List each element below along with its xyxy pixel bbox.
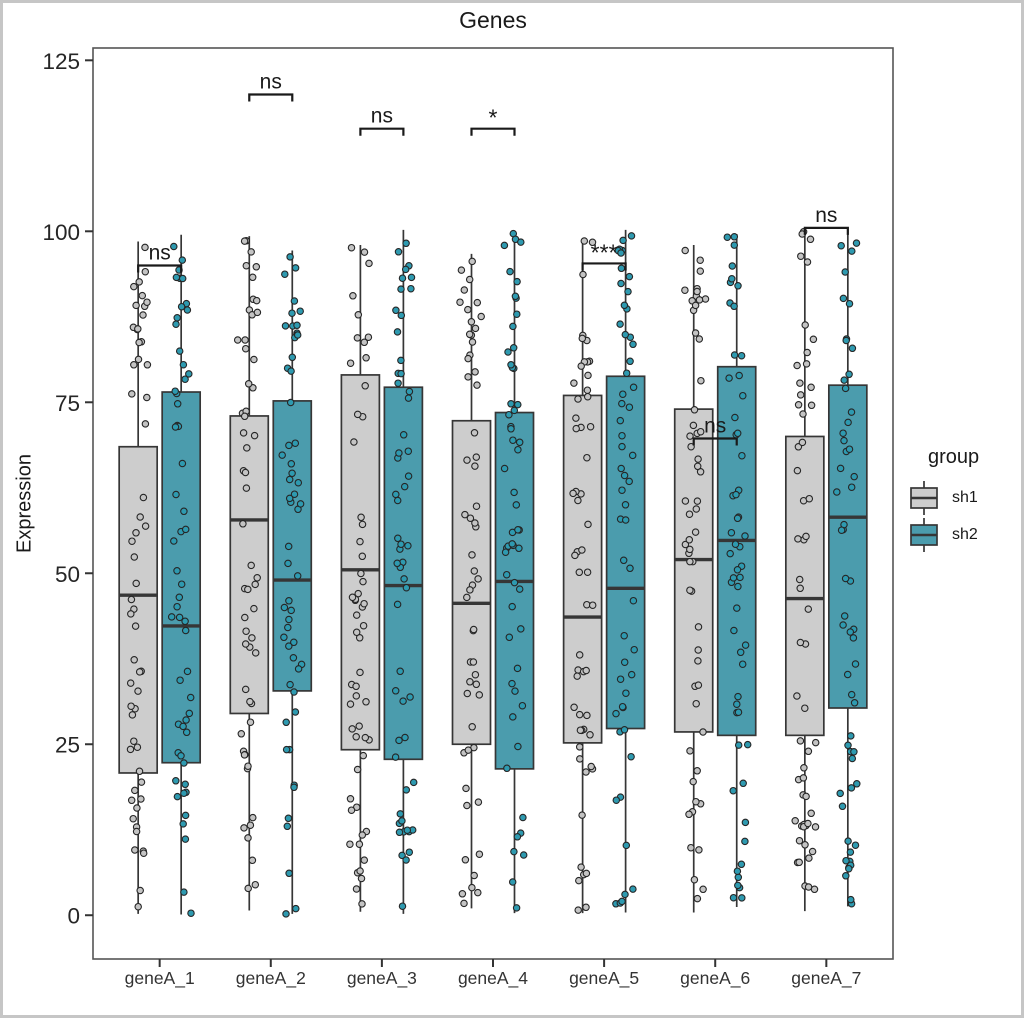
x-tick-label: geneA_4 bbox=[458, 968, 528, 989]
y-tick-label: 125 bbox=[42, 49, 80, 74]
jitter-points-geneA_6-sh2 bbox=[723, 233, 752, 902]
panel-border bbox=[92, 47, 894, 960]
boxplot-key-icon bbox=[910, 480, 938, 515]
jitter-points-geneA_7-sh2 bbox=[833, 239, 861, 908]
jitter-points-geneA_1-sh1 bbox=[126, 243, 152, 911]
significance-geneA_2: ns bbox=[248, 71, 294, 102]
significance-label: ns bbox=[260, 71, 282, 94]
boxplot-geneA_7-sh1 bbox=[784, 228, 825, 912]
x-tick-label: geneA_5 bbox=[569, 968, 639, 989]
legend-item-sh2: sh2 bbox=[908, 516, 1021, 553]
boxplot-geneA_3-sh1 bbox=[340, 243, 381, 912]
boxplot-key-icon bbox=[910, 517, 938, 552]
boxplot-geneA_6-sh1 bbox=[673, 244, 714, 913]
y-axis: 0 25 50 75 100 125 bbox=[42, 49, 93, 929]
jitter-points-geneA_6-sh1 bbox=[681, 246, 710, 903]
jitter-points-geneA_3-sh2 bbox=[391, 239, 418, 910]
jitter-points-geneA_5-sh2 bbox=[612, 232, 638, 908]
jitter-points-geneA_2-sh2 bbox=[278, 253, 306, 918]
legend-label-sh2: sh2 bbox=[952, 525, 978, 543]
significance-label: ns bbox=[371, 105, 393, 128]
boxplot-geneA_2-sh1 bbox=[229, 236, 270, 911]
x-tick-label: geneA_3 bbox=[347, 968, 417, 989]
x-tick-label: geneA_2 bbox=[236, 968, 306, 989]
jitter-points-geneA_2-sh1 bbox=[233, 237, 262, 893]
significance-geneA_7: ns bbox=[803, 204, 849, 235]
significance-geneA_3: ns bbox=[359, 105, 405, 136]
jitter-points-geneA_7-sh1 bbox=[791, 228, 820, 894]
significance-geneA_6: ns bbox=[692, 415, 738, 446]
jitter-points-geneA_4-sh1 bbox=[456, 257, 485, 908]
significance-label: ns bbox=[815, 204, 837, 227]
significance-label: *** bbox=[591, 239, 618, 265]
boxplot-geneA_1-sh2 bbox=[161, 234, 202, 917]
boxplot-geneA_1-sh1 bbox=[118, 241, 159, 914]
chart-title: Genes bbox=[459, 7, 527, 33]
legend-label-sh1: sh1 bbox=[952, 488, 978, 506]
boxplot-geneA_2-sh2 bbox=[272, 250, 313, 918]
boxplot-geneA_5-sh2 bbox=[605, 229, 646, 913]
jitter-points-geneA_3-sh1 bbox=[346, 243, 373, 908]
legend-title: group bbox=[928, 446, 980, 468]
x-tick-label: geneA_1 bbox=[125, 968, 195, 989]
y-tick-label: 25 bbox=[55, 733, 80, 758]
legend-item-sh1: sh1 bbox=[908, 479, 1021, 516]
significance-geneA_1: ns bbox=[137, 241, 183, 273]
significance-geneA_4: * bbox=[470, 105, 516, 136]
significance-label: ns bbox=[704, 415, 726, 438]
boxplot-geneA_5-sh1 bbox=[562, 237, 603, 914]
x-tick-label: geneA_7 bbox=[791, 968, 861, 989]
y-tick-label: 100 bbox=[42, 220, 80, 245]
boxplot-geneA_4-sh1 bbox=[451, 253, 492, 909]
boxplot-geneA_7-sh2 bbox=[827, 228, 868, 908]
legend: group sh1 sh2 bbox=[908, 446, 1021, 553]
y-tick-label: 75 bbox=[55, 391, 80, 416]
significance-geneA_5: *** bbox=[581, 239, 627, 271]
jitter-points-geneA_5-sh1 bbox=[569, 237, 597, 914]
jitter-points-geneA_4-sh2 bbox=[500, 229, 528, 912]
x-axis: geneA_1 geneA_2 geneA_3 geneA_4 geneA_5 geneA… bbox=[125, 959, 861, 989]
y-tick-label: 50 bbox=[55, 562, 80, 587]
boxplot-geneA_3-sh2 bbox=[383, 229, 424, 914]
y-tick-label: 0 bbox=[67, 904, 80, 929]
boxplot-geneA_4-sh2 bbox=[494, 229, 535, 914]
boxplot-geneA_6-sh2 bbox=[716, 233, 757, 908]
x-tick-label: geneA_6 bbox=[680, 968, 750, 989]
significance-label: ns bbox=[149, 241, 171, 264]
significance-label: * bbox=[489, 105, 498, 131]
jitter-points-geneA_1-sh2 bbox=[167, 242, 195, 917]
